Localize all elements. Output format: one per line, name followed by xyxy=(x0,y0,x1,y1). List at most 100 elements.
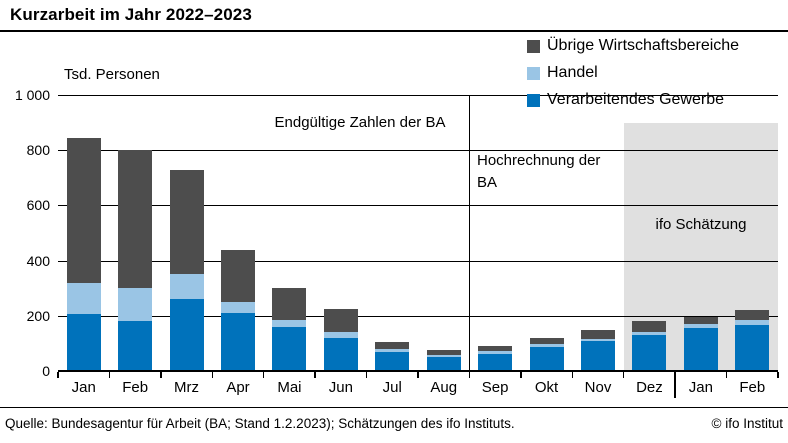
bar-segment xyxy=(375,348,410,352)
x-axis-tick xyxy=(365,372,368,378)
x-axis-tick xyxy=(160,372,162,378)
bar-segment xyxy=(529,344,564,347)
x-axis-tick xyxy=(622,372,625,378)
legend-label-handel: Handel xyxy=(547,64,598,81)
bar-segment xyxy=(323,337,358,371)
bar-segment xyxy=(426,357,461,371)
y-tick-label: 1 000 xyxy=(14,87,50,103)
x-axis-label: Okt xyxy=(534,379,559,396)
annotation-ifo-estimate: ifo Schätzung xyxy=(655,216,747,233)
y-tick-label: 800 xyxy=(26,142,50,159)
bar-segment xyxy=(735,320,770,326)
x-axis-label: Jan xyxy=(688,379,713,396)
y-tick-label: 400 xyxy=(26,252,50,269)
bar-segment xyxy=(581,338,615,342)
x-axis-tick xyxy=(417,372,419,378)
final-projection-divider-line xyxy=(468,95,471,371)
x-axis-label: Jun xyxy=(328,379,353,396)
bar-segment xyxy=(375,342,410,349)
y-tick-label: 600 xyxy=(26,197,50,214)
bar-segment xyxy=(683,324,718,329)
x-axis-label: Mrz xyxy=(174,379,200,396)
bar-segment xyxy=(221,249,255,302)
x-axis-tick xyxy=(262,372,265,378)
bar-segment xyxy=(169,169,204,275)
x-axis-tick xyxy=(725,372,728,378)
legend: Übrige Wirtschaftsbereiche Handel Verarb… xyxy=(527,37,739,118)
x-axis-tick xyxy=(57,372,59,378)
bar-segment xyxy=(118,288,153,322)
bar-segment xyxy=(478,346,513,352)
x-axis-label: Aug xyxy=(430,379,458,396)
bar-segment xyxy=(478,353,513,371)
bar-segment xyxy=(683,328,718,371)
year-separator-tick xyxy=(674,372,676,398)
bar-segment xyxy=(323,332,358,338)
bar-segment xyxy=(581,341,615,371)
x-axis-label: Sep xyxy=(481,379,509,396)
bar-segment xyxy=(735,325,770,371)
x-axis-tick xyxy=(777,372,779,378)
footer-rule xyxy=(0,407,788,408)
y-axis-unit-label: Tsd. Personen xyxy=(64,66,160,83)
x-axis-tick xyxy=(571,372,574,378)
bar-segment xyxy=(272,326,307,371)
x-axis-label: Dez xyxy=(636,379,663,396)
legend-swatch-uebrige-icon xyxy=(527,39,540,53)
x-axis-label: Feb xyxy=(739,379,766,396)
x-axis-line xyxy=(58,370,778,372)
bar-segment xyxy=(169,299,204,371)
bar-segment xyxy=(169,274,204,300)
bar-segment xyxy=(632,321,667,333)
x-axis-label: Jan xyxy=(71,379,96,396)
legend-label-verarbeitendes: Verarbeitendes Gewerbe xyxy=(547,91,724,108)
bar-segment xyxy=(221,302,255,314)
x-axis-tick xyxy=(108,372,111,378)
legend-swatch-handel-icon xyxy=(527,66,540,80)
bar-segment xyxy=(632,332,667,336)
bar-segment xyxy=(66,137,101,283)
legend-swatch-verarbeitendes-icon xyxy=(527,93,540,107)
bar-segment xyxy=(426,354,461,358)
legend-item-handel: Handel xyxy=(527,64,739,82)
source-note: Quelle: Bundesagentur für Arbeit (BA; St… xyxy=(5,416,515,431)
copyright-note: © ifo Institut xyxy=(711,416,783,431)
gridline-y-200 xyxy=(58,315,778,317)
x-axis-tick xyxy=(468,372,471,378)
bar-segment xyxy=(632,335,667,371)
bar-segment xyxy=(735,310,770,321)
x-axis-tick xyxy=(314,372,316,378)
annotation-projection: Hochrechnung der BA xyxy=(477,152,601,191)
y-tick-label: 200 xyxy=(26,307,50,324)
gridline-y-600 xyxy=(58,205,778,207)
y-tick-label: 0 xyxy=(42,363,50,379)
bar-segment xyxy=(426,350,461,355)
x-axis-label: Jul xyxy=(382,379,402,396)
gridline-y-400 xyxy=(58,260,778,262)
x-axis-tick xyxy=(211,372,214,378)
bar-segment xyxy=(221,313,255,371)
title-rule xyxy=(0,30,788,32)
legend-label-uebrige: Übrige Wirtschaftsbereiche xyxy=(547,37,740,54)
x-axis-label: Nov xyxy=(584,379,612,396)
x-axis-tick xyxy=(520,372,522,378)
bar-segment xyxy=(323,308,358,333)
bar-segment xyxy=(272,288,307,320)
bar-segment xyxy=(118,321,153,371)
bar-segment xyxy=(272,319,307,327)
bar-segment xyxy=(478,351,513,354)
bar-segment xyxy=(529,346,564,371)
bar-segment xyxy=(375,351,410,371)
bar-segment xyxy=(529,337,564,345)
x-axis-label: Apr xyxy=(226,379,250,396)
bar-segment xyxy=(118,150,153,289)
legend-item-verarbeitendes: Verarbeitendes Gewerbe xyxy=(527,91,739,109)
chart-title: Kurzarbeit im Jahr 2022–2023 xyxy=(10,5,252,24)
bar-segment xyxy=(683,316,718,325)
legend-item-uebrige: Übrige Wirtschaftsbereiche xyxy=(527,37,739,55)
bar-segment xyxy=(66,314,101,371)
gridline-y-1000 xyxy=(58,95,778,96)
annotation-final-numbers: Endgültige Zahlen der BA xyxy=(274,114,446,131)
gridline-y-800 xyxy=(58,150,778,152)
